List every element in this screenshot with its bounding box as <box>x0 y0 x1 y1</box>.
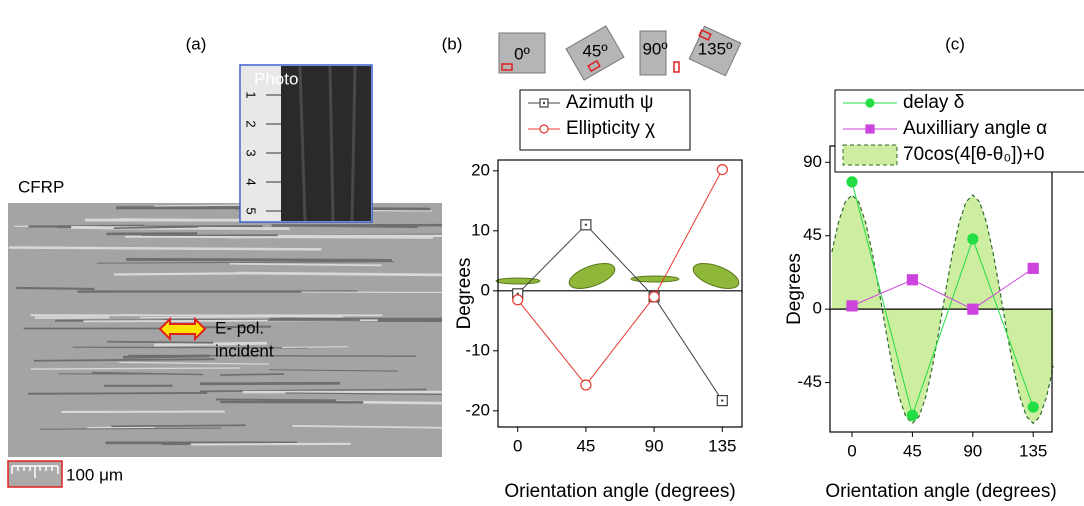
y-tick-label: 0 <box>813 299 822 318</box>
marker <box>1028 263 1038 273</box>
fiber-line <box>123 356 209 357</box>
legend-label: Auxilliary angle α <box>903 118 1047 139</box>
x-tick-label: 0 <box>513 436 522 455</box>
ruler-number: 4 <box>244 178 259 185</box>
x-tick-label: 135 <box>1019 441 1047 460</box>
y-tick-label: 90 <box>803 152 822 171</box>
ruler-number: 3 <box>244 149 259 156</box>
marker-dot <box>543 102 545 104</box>
y-axis-label: Degrees <box>454 258 475 330</box>
fiber-line <box>114 273 270 274</box>
legend-label: delay δ <box>903 92 964 113</box>
fiber-line <box>282 347 348 348</box>
fiber-line <box>220 374 284 375</box>
fiber-line <box>28 393 207 394</box>
chart-title: (c) <box>945 34 965 53</box>
marker <box>717 165 727 175</box>
x-axis-label: Orientation angle (degrees) <box>825 481 1056 502</box>
marker <box>968 234 978 244</box>
marker <box>866 99 874 107</box>
fiber-line <box>107 342 213 343</box>
x-tick-label: 90 <box>645 436 664 455</box>
photo-label: Photo <box>254 69 298 88</box>
fiber-line <box>111 425 245 426</box>
inset-label: 45º <box>582 41 607 60</box>
fiber-line <box>126 259 392 260</box>
marker <box>513 295 523 305</box>
marker <box>847 177 857 187</box>
ruler-number: 2 <box>244 120 259 127</box>
x-tick-label: 0 <box>847 441 856 460</box>
marker <box>847 301 857 311</box>
marker-dot <box>585 224 587 226</box>
ruler-number: 5 <box>244 207 259 214</box>
x-tick-label: 135 <box>708 436 736 455</box>
polarization-label: E- pol. <box>215 318 264 337</box>
fiber-sample <box>281 66 371 221</box>
y-tick-label: -20 <box>465 400 490 419</box>
plot-frame <box>498 160 742 427</box>
series-line <box>518 170 723 385</box>
x-axis-label: Orientation angle (degrees) <box>504 481 735 502</box>
marker-dot <box>721 399 723 401</box>
polarization-ellipses <box>496 258 742 293</box>
panel-label: (a) <box>186 34 207 53</box>
chart-title: (b) <box>442 34 463 53</box>
inset-label: 0º <box>514 44 530 63</box>
ruler <box>241 66 281 221</box>
legend-label: Azimuth ψ <box>566 92 653 113</box>
marker <box>1028 402 1038 412</box>
figure: (a) CFRP Photo 12345 E- pol. incident 10… <box>0 0 1084 506</box>
x-tick-label: 45 <box>576 436 595 455</box>
marker <box>968 304 978 314</box>
y-tick-label: 20 <box>471 160 490 179</box>
marker <box>649 292 659 302</box>
fiber-line <box>200 383 340 384</box>
marker <box>907 410 917 420</box>
series-line <box>518 225 723 401</box>
inset-label: 90º <box>642 39 667 58</box>
marker <box>866 125 874 133</box>
y-axis-label: Degrees <box>784 253 805 325</box>
marker <box>540 125 548 133</box>
fiber-line <box>216 399 336 400</box>
fiber-line <box>16 288 94 289</box>
y-tick-label: 0 <box>481 280 490 299</box>
legend-label: 70cos(4[θ-θ₀])+0 <box>903 144 1045 165</box>
y-tick-label: 10 <box>471 220 490 239</box>
y-tick-label: -10 <box>465 340 490 359</box>
legend-label: Ellipticity χ <box>566 118 655 139</box>
marker <box>907 275 917 285</box>
polarization-label: incident <box>215 341 274 360</box>
legend-swatch <box>843 145 897 165</box>
scale-bar-label: 100 μm <box>66 465 123 484</box>
marker <box>581 380 591 390</box>
y-tick-label: 45 <box>803 225 822 244</box>
fiber-line <box>125 237 433 238</box>
ruler-number: 1 <box>244 91 259 98</box>
material-label: CFRP <box>18 177 64 196</box>
fiber-line <box>191 444 351 445</box>
y-tick-label: -45 <box>797 372 822 391</box>
x-tick-label: 90 <box>963 441 982 460</box>
fiber-line <box>87 427 154 428</box>
inset-label: 135º <box>698 39 733 58</box>
x-tick-label: 45 <box>903 441 922 460</box>
